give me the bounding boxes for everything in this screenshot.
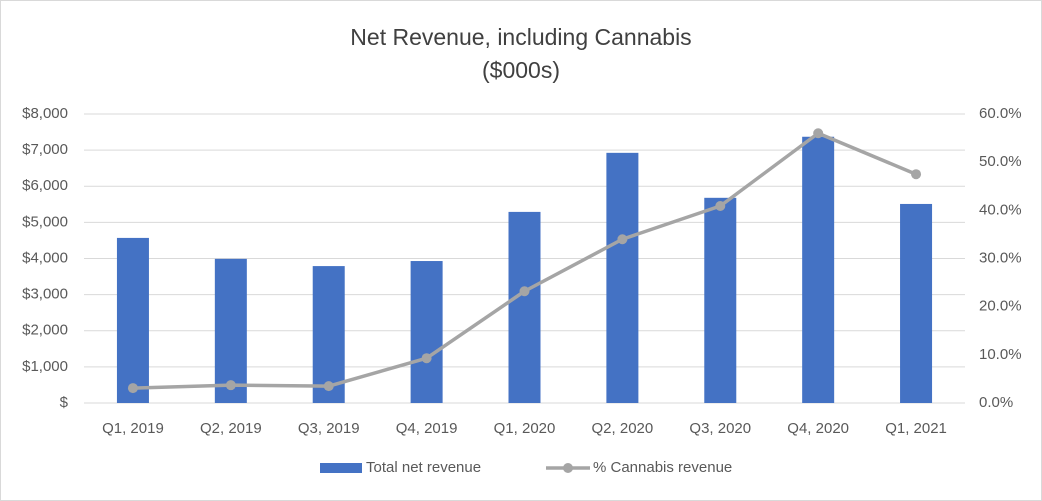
- chart-subtitle: ($000s): [482, 57, 560, 83]
- y-tick-label: $8,000: [22, 105, 68, 122]
- line-marker: [127, 383, 138, 394]
- x-tick-label: Q3, 2020: [689, 420, 751, 437]
- y-tick-label: $2,000: [22, 322, 68, 339]
- bar: [116, 237, 149, 403]
- x-tick-label: Q4, 2020: [787, 420, 849, 437]
- y-tick-label: $6,000: [22, 177, 68, 194]
- line-marker: [715, 200, 726, 211]
- legend-label: % Cannabis revenue: [593, 459, 732, 476]
- bar: [606, 152, 639, 403]
- x-tick-label: Q2, 2019: [200, 420, 262, 437]
- x-tick-label: Q1, 2019: [102, 420, 164, 437]
- line-marker: [617, 234, 628, 245]
- chart-title: Net Revenue, including Cannabis: [350, 24, 691, 50]
- y-tick-label: $4,000: [22, 249, 68, 266]
- y2-tick-label: 0.0%: [979, 394, 1013, 411]
- x-tick-label: Q1, 2020: [494, 420, 556, 437]
- y-tick-label: $: [60, 394, 69, 411]
- y-tick-label: $1,000: [22, 358, 68, 375]
- x-tick-label: Q1, 2021: [885, 420, 947, 437]
- line-marker: [519, 286, 530, 297]
- y2-tick-label: 40.0%: [979, 201, 1022, 218]
- legend-swatch: [320, 463, 362, 473]
- line-marker: [225, 380, 236, 391]
- legend-swatch-marker: [563, 463, 573, 473]
- bar: [410, 261, 443, 403]
- legend-label: Total net revenue: [366, 459, 481, 476]
- bar: [900, 203, 933, 403]
- y2-tick-label: 50.0%: [979, 153, 1022, 170]
- bar: [802, 136, 835, 404]
- y2-tick-label: 30.0%: [979, 249, 1022, 266]
- y-tick-label: $7,000: [22, 141, 68, 158]
- x-tick-label: Q2, 2020: [592, 420, 654, 437]
- x-tick-label: Q3, 2019: [298, 420, 360, 437]
- bar: [704, 197, 737, 403]
- y2-tick-label: 20.0%: [979, 298, 1022, 315]
- line-marker: [421, 353, 432, 364]
- bar: [312, 266, 345, 403]
- bar: [214, 258, 247, 403]
- y-tick-label: $5,000: [22, 213, 68, 230]
- y2-tick-label: 10.0%: [979, 346, 1022, 363]
- y2-tick-label: 60.0%: [979, 105, 1022, 122]
- line-marker: [813, 128, 824, 139]
- x-tick-label: Q4, 2019: [396, 420, 458, 437]
- bar: [508, 211, 541, 403]
- line-marker: [323, 381, 334, 392]
- y-tick-label: $3,000: [22, 286, 68, 303]
- line-marker: [911, 169, 922, 180]
